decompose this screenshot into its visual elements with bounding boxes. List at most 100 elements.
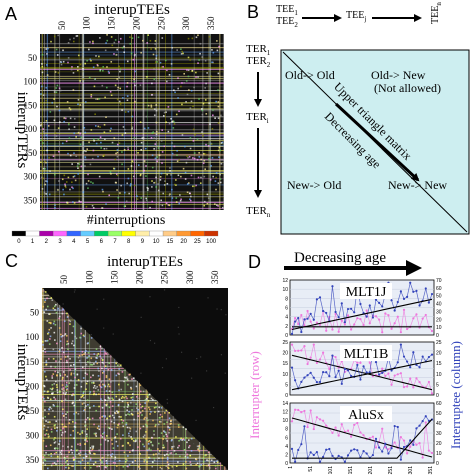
panel-c-cell bbox=[42, 417, 44, 419]
panel-c-cell bbox=[95, 435, 98, 437]
panel-c-cell bbox=[66, 459, 68, 462]
panel-c-cell bbox=[153, 459, 156, 462]
panel-c-cell bbox=[143, 460, 146, 463]
panel-c-cell bbox=[81, 366, 84, 369]
panel-a-cell bbox=[147, 187, 149, 190]
panel-c-streak bbox=[42, 400, 157, 402]
panel-a-cell bbox=[124, 111, 127, 113]
panel-a-cell bbox=[202, 102, 205, 105]
panel-c-cell bbox=[130, 386, 132, 389]
panel-c-cell bbox=[101, 415, 104, 418]
panel-c-cell bbox=[92, 382, 95, 384]
panel-c-cell bbox=[96, 465, 98, 468]
panel-c-streak bbox=[145, 389, 147, 470]
panel-a-cell bbox=[185, 80, 188, 82]
panel-b-ter2: TER2 bbox=[246, 55, 271, 69]
panel-a-cell bbox=[207, 145, 210, 147]
panel-c-cell bbox=[52, 456, 55, 458]
panel-c-cell bbox=[96, 354, 99, 357]
panel-a-cell bbox=[53, 35, 56, 38]
panel-c-cell bbox=[69, 357, 71, 360]
panel-c-cell bbox=[140, 372, 142, 374]
panel-a-cell bbox=[139, 84, 142, 86]
panel-c-cell bbox=[115, 440, 118, 443]
panel-c-cell bbox=[101, 436, 104, 438]
panel-a-cell bbox=[219, 173, 221, 176]
panel-c-cell bbox=[118, 423, 120, 425]
panel-a-cell bbox=[109, 130, 112, 132]
panel-a-cell bbox=[90, 59, 92, 62]
panel-c-cell bbox=[111, 443, 114, 445]
panel-a-cell bbox=[129, 36, 131, 39]
panel-c-cell bbox=[47, 331, 50, 334]
panel-a-cell bbox=[68, 128, 70, 131]
panel-a-cell bbox=[79, 132, 82, 135]
panel-c-cell bbox=[216, 461, 219, 464]
panel-c-cell bbox=[50, 297, 53, 299]
panel-a-cell bbox=[102, 190, 104, 193]
panel-a-streak bbox=[40, 192, 224, 194]
panel-c-cell bbox=[89, 391, 92, 393]
panel-c-cell bbox=[126, 409, 128, 412]
panel-c-cell bbox=[144, 398, 147, 401]
panel-c-cell bbox=[127, 455, 129, 457]
panel-c-cell bbox=[163, 446, 165, 449]
panel-a-cell bbox=[65, 181, 68, 183]
panel-b-new-old: New-> Old bbox=[287, 178, 341, 192]
panel-a-cell bbox=[193, 152, 196, 154]
panel-a-streak bbox=[193, 34, 195, 210]
panel-c-cell bbox=[77, 356, 80, 359]
panel-a-cell bbox=[212, 61, 214, 64]
panel-c-cell bbox=[126, 402, 129, 404]
panel-c-cell bbox=[100, 460, 103, 463]
panel-a-cell bbox=[61, 142, 64, 145]
panel-c-cell bbox=[135, 440, 137, 442]
panel-a-cell bbox=[117, 196, 120, 199]
panel-c-cell bbox=[54, 309, 56, 311]
panel-c-cell bbox=[163, 454, 166, 457]
panel-a-cell bbox=[75, 155, 78, 157]
panel-d-left-tick: 5 bbox=[285, 382, 288, 388]
panel-a-cell bbox=[184, 171, 187, 174]
panel-c-cell bbox=[46, 305, 49, 308]
panel-c-lower-triangle bbox=[42, 288, 228, 470]
panel-a-cell bbox=[131, 160, 134, 163]
panel-a-cell bbox=[180, 175, 182, 178]
panel-a-cell bbox=[217, 72, 220, 75]
panel-a-streak bbox=[135, 34, 137, 210]
panel-c-cell bbox=[75, 337, 78, 340]
panel-c-cell bbox=[51, 299, 54, 302]
panel-a-cell bbox=[40, 139, 42, 142]
panel-a-cell bbox=[169, 193, 171, 195]
panel-c-cell bbox=[56, 405, 59, 408]
panel-a-cell bbox=[89, 41, 91, 43]
panel-a-cell bbox=[131, 126, 134, 129]
panel-a-cell bbox=[95, 55, 97, 57]
panel-a-cell bbox=[156, 61, 158, 63]
panel-c-cell bbox=[45, 359, 48, 362]
panel-a-streak bbox=[40, 135, 224, 137]
panel-c-cell bbox=[49, 335, 52, 338]
panel-a-cell bbox=[66, 101, 69, 103]
panel-a-cell bbox=[176, 49, 178, 51]
panel-c-cell bbox=[139, 467, 141, 470]
panel-c-cell bbox=[64, 374, 66, 376]
panel-a-cell bbox=[103, 123, 106, 126]
panel-a-cell bbox=[67, 152, 69, 155]
panel-c-cell bbox=[212, 406, 215, 409]
panel-c-cell bbox=[111, 453, 114, 455]
panel-c-cell bbox=[78, 359, 81, 362]
panel-c-cell bbox=[109, 401, 112, 403]
panel-a-cell bbox=[203, 175, 206, 178]
panel-a-cell bbox=[127, 168, 130, 170]
panel-c-cell bbox=[213, 461, 216, 464]
panel-c-cell bbox=[45, 308, 47, 311]
panel-a-cell bbox=[99, 69, 102, 71]
panel-c-cell bbox=[106, 417, 109, 420]
panel-a-cell bbox=[90, 94, 93, 96]
panel-c-cell bbox=[58, 315, 61, 318]
panel-a-streak bbox=[40, 122, 224, 124]
panel-c-cell bbox=[62, 426, 64, 428]
panel-a-cell bbox=[105, 147, 108, 150]
panel-c-cell bbox=[152, 419, 154, 422]
